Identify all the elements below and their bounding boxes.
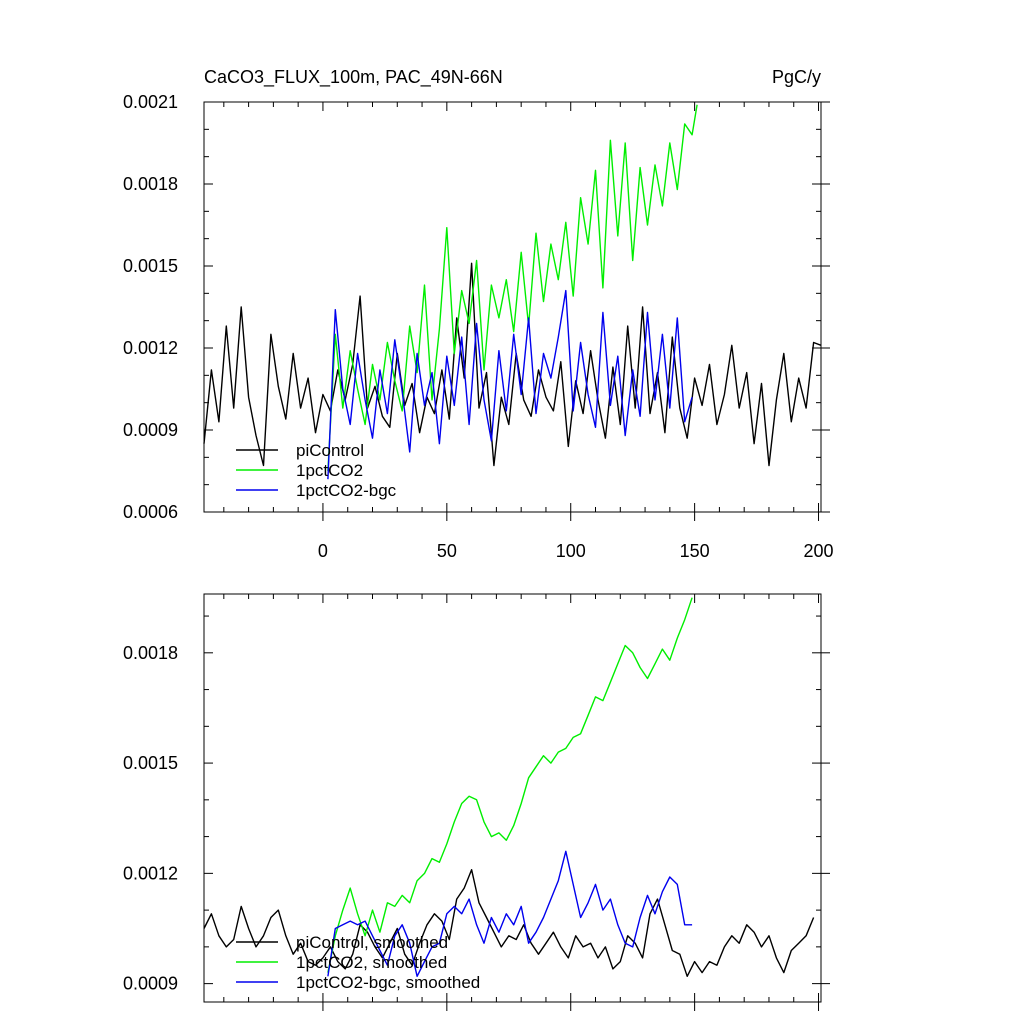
series-line	[327, 289, 693, 480]
y-tick-label: 0.0018	[123, 174, 178, 194]
plot-frame	[203, 101, 822, 513]
x-tick-label: 50	[437, 541, 457, 561]
legend-label: piControl	[296, 441, 364, 460]
legend-label: 1pctCO2, smoothed	[296, 953, 447, 972]
legend-label: 1pctCO2	[296, 461, 363, 480]
y-tick-label: 0.0009	[123, 420, 178, 440]
y-tick-label: 0.0015	[123, 753, 178, 773]
y-tick-label: 0.0009	[123, 974, 178, 994]
series-line	[327, 597, 693, 973]
y-tick-label: 0.0021	[123, 92, 178, 112]
y-tick-label: 0.0015	[123, 256, 178, 276]
y-tick-label: 0.0006	[123, 502, 178, 522]
x-tick-label: 0	[318, 541, 328, 561]
series-line	[327, 104, 698, 472]
y-tick-label: 0.0018	[123, 643, 178, 663]
top-panel: 0 50 100 150 200 0.0006 0.0009 0.0012 0.0015 0.00…	[123, 92, 834, 561]
legend-label: piControl, smoothed	[296, 933, 448, 952]
y-tick-label: 0.0012	[123, 863, 178, 883]
legend-label: 1pctCO2-bgc	[296, 481, 397, 500]
units-label: PgC/y	[772, 67, 821, 87]
chart-title: CaCO3_FLUX_100m, PAC_49N-66N	[204, 67, 503, 88]
x-tick-label: 150	[680, 541, 710, 561]
legend-label: 1pctCO2-bgc, smoothed	[296, 973, 480, 992]
x-tick-label: 100	[556, 541, 586, 561]
series-line	[327, 850, 693, 977]
y-tick-label: 0.0012	[123, 338, 178, 358]
plot-frame	[203, 593, 822, 1003]
series-line	[203, 869, 815, 977]
bottom-panel: 0.0009 0.0012 0.0015 0.0018 piControl, smoot…	[123, 593, 830, 1011]
series-line	[203, 262, 822, 467]
x-tick-label: 200	[803, 541, 833, 561]
